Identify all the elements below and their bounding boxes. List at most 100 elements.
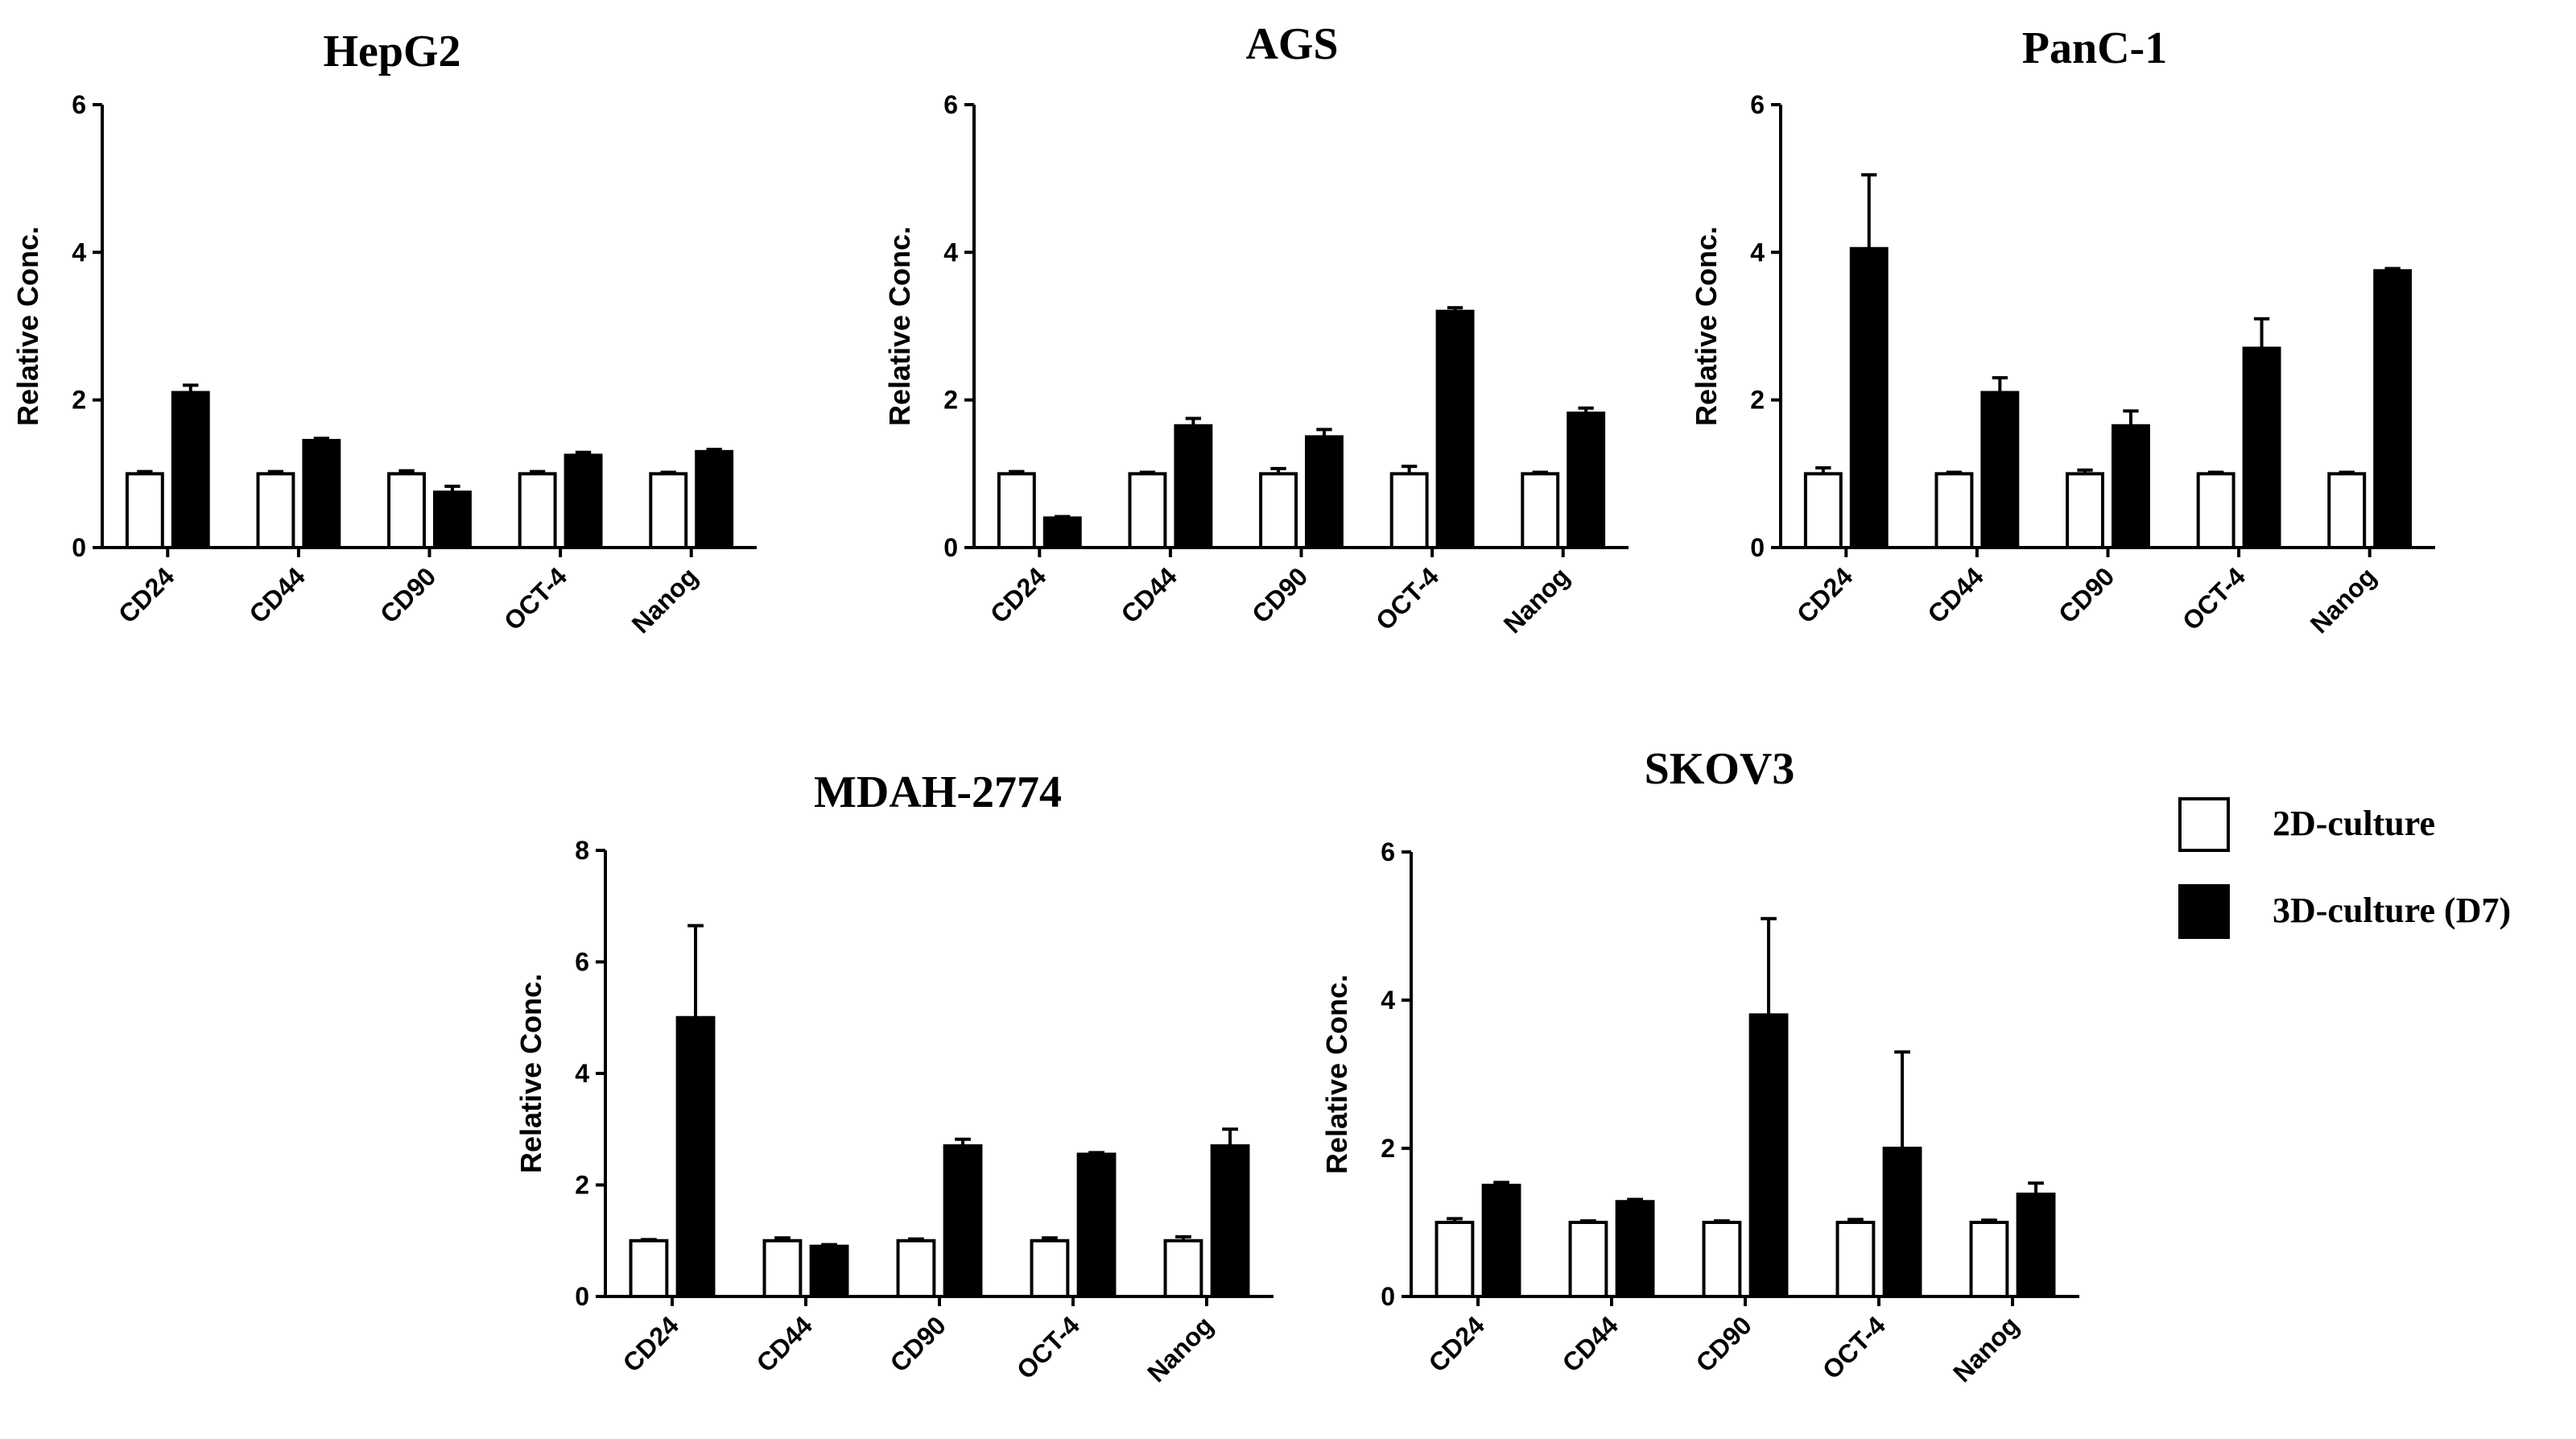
bar-skov3-cd44-3d bbox=[1615, 1200, 1655, 1298]
panel-skov3: SKOV3 Relative Conc. 0 2 4 6 CD24 CD44 CD90 OCT-4… bbox=[1320, 744, 2079, 1387]
bar-ags-oct-4-3d bbox=[1435, 309, 1475, 549]
y-tick-label: 2 bbox=[1750, 386, 1765, 415]
y-tick-label: 6 bbox=[72, 90, 86, 119]
bar-hepg2-cd24-3d bbox=[171, 391, 210, 549]
bar-skov3-cd90-2d bbox=[1702, 1221, 1742, 1298]
y-tick-label: 0 bbox=[943, 533, 958, 562]
bar-mdah-2774-nanog-3d bbox=[1210, 1144, 1250, 1299]
bar-mdah-2774-cd24-2d bbox=[629, 1238, 669, 1298]
bar-mdah-2774-nanog-2d bbox=[1163, 1238, 1203, 1298]
category-label: CD90 bbox=[374, 561, 441, 628]
panel-title: SKOV3 bbox=[1645, 744, 1795, 794]
bar-mdah-2774-oct-4-2d bbox=[1030, 1238, 1070, 1298]
category-label: CD90 bbox=[2053, 561, 2120, 628]
panel-title: HepG2 bbox=[323, 27, 460, 76]
legend-label-2d-culture: 2D-culture bbox=[2273, 804, 2435, 843]
category-label: OCT-4 bbox=[2177, 561, 2251, 635]
legend-swatch-2d-culture bbox=[2178, 797, 2230, 852]
category-label: CD24 bbox=[1423, 1310, 1490, 1377]
y-tick-label: 0 bbox=[1381, 1282, 1395, 1311]
panel-title: PanC-1 bbox=[2022, 23, 2167, 73]
bar-mdah-2774-cd90-3d bbox=[943, 1144, 983, 1299]
y-tick-label: 0 bbox=[72, 533, 86, 562]
bar-skov3-oct-4-3d bbox=[1882, 1147, 1922, 1298]
panel-panc-1: PanC-1 Relative Conc. 0 2 4 6 CD24 CD44 CD90 OCT-… bbox=[1690, 23, 2435, 639]
category-label: CD90 bbox=[1246, 561, 1313, 628]
legend-swatch-3d-culture-d7 bbox=[2178, 884, 2230, 939]
bar-ags-nanog-3d bbox=[1567, 411, 1606, 550]
bar-panc-1-cd24-3d bbox=[1849, 246, 1889, 549]
category-label: Nanog bbox=[1947, 1310, 2025, 1387]
bar-hepg2-cd90-2d bbox=[387, 472, 426, 549]
category-label: CD90 bbox=[885, 1310, 952, 1377]
category-label: OCT-4 bbox=[1011, 1310, 1085, 1384]
category-label: Nanog bbox=[1141, 1310, 1219, 1387]
category-label: OCT-4 bbox=[498, 561, 572, 635]
y-tick-label: 2 bbox=[575, 1171, 589, 1200]
y-axis-label: Relative Conc. bbox=[1690, 226, 1723, 426]
bar-panc-1-oct-4-2d bbox=[2196, 472, 2235, 549]
y-tick-label: 0 bbox=[1750, 533, 1765, 562]
bar-hepg2-cd90-3d bbox=[433, 490, 472, 549]
bar-mdah-2774-cd44-3d bbox=[809, 1244, 849, 1299]
bar-skov3-cd24-2d bbox=[1435, 1221, 1475, 1298]
y-tick-label: 4 bbox=[1381, 986, 1395, 1015]
panel-mdah-2774: MDAH-2774 Relative Conc. 0 2 4 6 8 CD24 CD44 CD90… bbox=[514, 767, 1274, 1387]
y-tick-label: 8 bbox=[575, 836, 589, 865]
bar-skov3-nanog-3d bbox=[2016, 1193, 2056, 1299]
bar-mdah-2774-oct-4-3d bbox=[1076, 1152, 1117, 1298]
y-tick-label: 6 bbox=[943, 90, 958, 119]
panel-title: AGS bbox=[1245, 19, 1338, 69]
category-label: CD44 bbox=[1116, 561, 1183, 628]
bar-ags-cd90-3d bbox=[1305, 435, 1344, 549]
y-tick-label: 6 bbox=[575, 948, 589, 977]
y-tick-label: 0 bbox=[575, 1282, 589, 1311]
bar-panc-1-cd90-2d bbox=[2066, 472, 2104, 549]
bar-hepg2-oct-4-3d bbox=[564, 453, 603, 550]
bar-hepg2-cd44-2d bbox=[256, 472, 295, 549]
category-label: Nanog bbox=[1498, 561, 1575, 639]
bar-panc-1-nanog-3d bbox=[2373, 269, 2413, 549]
category-label: OCT-4 bbox=[1817, 1310, 1891, 1384]
y-axis-label: Relative Conc. bbox=[1320, 974, 1353, 1174]
bar-ags-cd24-3d bbox=[1042, 516, 1082, 549]
y-tick-label: 6 bbox=[1750, 90, 1765, 119]
bar-ags-cd44-2d bbox=[1128, 472, 1167, 549]
bar-ags-cd44-3d bbox=[1174, 424, 1213, 549]
bar-ags-cd90-2d bbox=[1259, 472, 1298, 549]
y-axis-label: Relative Conc. bbox=[514, 974, 547, 1173]
y-tick-label: 4 bbox=[575, 1059, 589, 1088]
category-label: CD24 bbox=[1791, 561, 1858, 628]
bar-skov3-oct-4-2d bbox=[1835, 1221, 1876, 1298]
bar-panc-1-cd44-2d bbox=[1934, 472, 1974, 549]
bar-skov3-cd90-3d bbox=[1748, 1013, 1789, 1299]
bar-mdah-2774-cd24-3d bbox=[675, 1015, 716, 1298]
y-tick-label: 2 bbox=[1381, 1134, 1395, 1163]
y-axis-label: Relative Conc. bbox=[11, 226, 44, 426]
y-tick-label: 4 bbox=[943, 238, 958, 267]
bar-skov3-cd44-2d bbox=[1568, 1221, 1608, 1298]
y-axis-label: Relative Conc. bbox=[883, 226, 916, 426]
bar-hepg2-nanog-2d bbox=[649, 472, 688, 549]
bar-hepg2-nanog-3d bbox=[695, 449, 734, 549]
y-tick-label: 2 bbox=[943, 386, 958, 415]
y-tick-label: 4 bbox=[1750, 238, 1765, 267]
y-tick-label: 4 bbox=[72, 238, 86, 267]
category-label: CD44 bbox=[244, 561, 311, 628]
category-label: CD44 bbox=[1557, 1310, 1624, 1377]
bar-ags-oct-4-2d bbox=[1389, 472, 1429, 549]
bar-panc-1-nanog-2d bbox=[2327, 472, 2367, 549]
bar-panc-1-cd90-3d bbox=[2112, 424, 2150, 549]
y-tick-label: 6 bbox=[1381, 837, 1395, 866]
panel-ags: AGS Relative Conc. 0 2 4 6 CD24 CD44 CD90 OCT-4 Na… bbox=[883, 19, 1629, 639]
bar-skov3-cd24-3d bbox=[1481, 1184, 1521, 1298]
category-label: CD24 bbox=[113, 561, 180, 628]
category-label: CD24 bbox=[985, 561, 1051, 628]
bar-panc-1-oct-4-3d bbox=[2242, 346, 2281, 549]
category-label: Nanog bbox=[626, 561, 704, 639]
category-label: CD44 bbox=[1922, 561, 1989, 628]
bar-ags-nanog-2d bbox=[1521, 472, 1560, 549]
panel-hepg2: HepG2 Relative Conc. 0 2 4 6 CD24 CD44 CD90 OCT-4… bbox=[11, 27, 757, 639]
category-label: CD24 bbox=[617, 1310, 684, 1377]
